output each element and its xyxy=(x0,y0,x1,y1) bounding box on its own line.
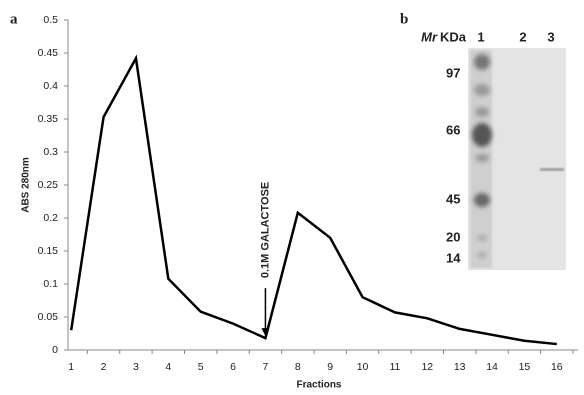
y-tick-label: 0.3 xyxy=(43,146,58,158)
annotation: 0.1M GALACTOSE xyxy=(259,182,271,278)
lane-label: 3 xyxy=(547,29,554,44)
panel-label: b xyxy=(400,11,408,27)
y-tick-label: 0.5 xyxy=(43,14,58,26)
x-tick-label: 1 xyxy=(68,361,74,373)
marker-label: 45 xyxy=(446,191,460,206)
gel-unit-label: KDa xyxy=(440,29,467,44)
x-tick-label: 15 xyxy=(519,361,531,373)
x-tick-label: 14 xyxy=(486,361,498,373)
x-tick-label: 12 xyxy=(421,361,433,373)
lane-label: 1 xyxy=(477,29,484,44)
gel-mr-label: Mr xyxy=(421,29,438,44)
y-tick-label: 0.35 xyxy=(38,113,59,125)
x-tick-label: 8 xyxy=(295,361,301,373)
y-tick-label: 0.45 xyxy=(38,47,59,59)
x-tick-label: 6 xyxy=(230,361,236,373)
panel-label: a xyxy=(10,11,18,27)
x-tick-label: 5 xyxy=(198,361,204,373)
x-tick-label: 16 xyxy=(551,361,563,373)
x-tick-label: 10 xyxy=(357,361,369,373)
marker-label: 66 xyxy=(446,122,460,137)
x-tick-label: 7 xyxy=(263,361,269,373)
marker-label: 97 xyxy=(446,65,460,80)
x-tick-label: 2 xyxy=(101,361,107,373)
x-tick-label: 11 xyxy=(389,361,400,373)
x-tick-label: 13 xyxy=(454,361,466,373)
y-tick-label: 0.25 xyxy=(38,179,59,191)
chart: a ABS 280nm Fractions b Mr KDa 1 2 3 97 … xyxy=(0,0,584,390)
y-tick-label: 0.2 xyxy=(43,212,58,224)
x-tick-label: 4 xyxy=(165,361,171,373)
x-axis-label: Fractions xyxy=(296,380,341,390)
x-tick-label: 3 xyxy=(133,361,139,373)
y-tick-label: 0.4 xyxy=(43,80,58,92)
y-tick-label: 0.15 xyxy=(38,245,59,257)
marker-label: 14 xyxy=(446,250,461,265)
y-axis-label: ABS 280nm xyxy=(21,157,32,213)
y-tick-label: 0.05 xyxy=(38,311,59,323)
y-tick-label: 0 xyxy=(52,344,58,356)
y-tick-label: 0.1 xyxy=(43,278,58,290)
lane-label: 2 xyxy=(519,29,526,44)
x-tick-label: 9 xyxy=(327,361,333,373)
marker-label: 20 xyxy=(446,229,460,244)
gel-image xyxy=(468,48,566,270)
